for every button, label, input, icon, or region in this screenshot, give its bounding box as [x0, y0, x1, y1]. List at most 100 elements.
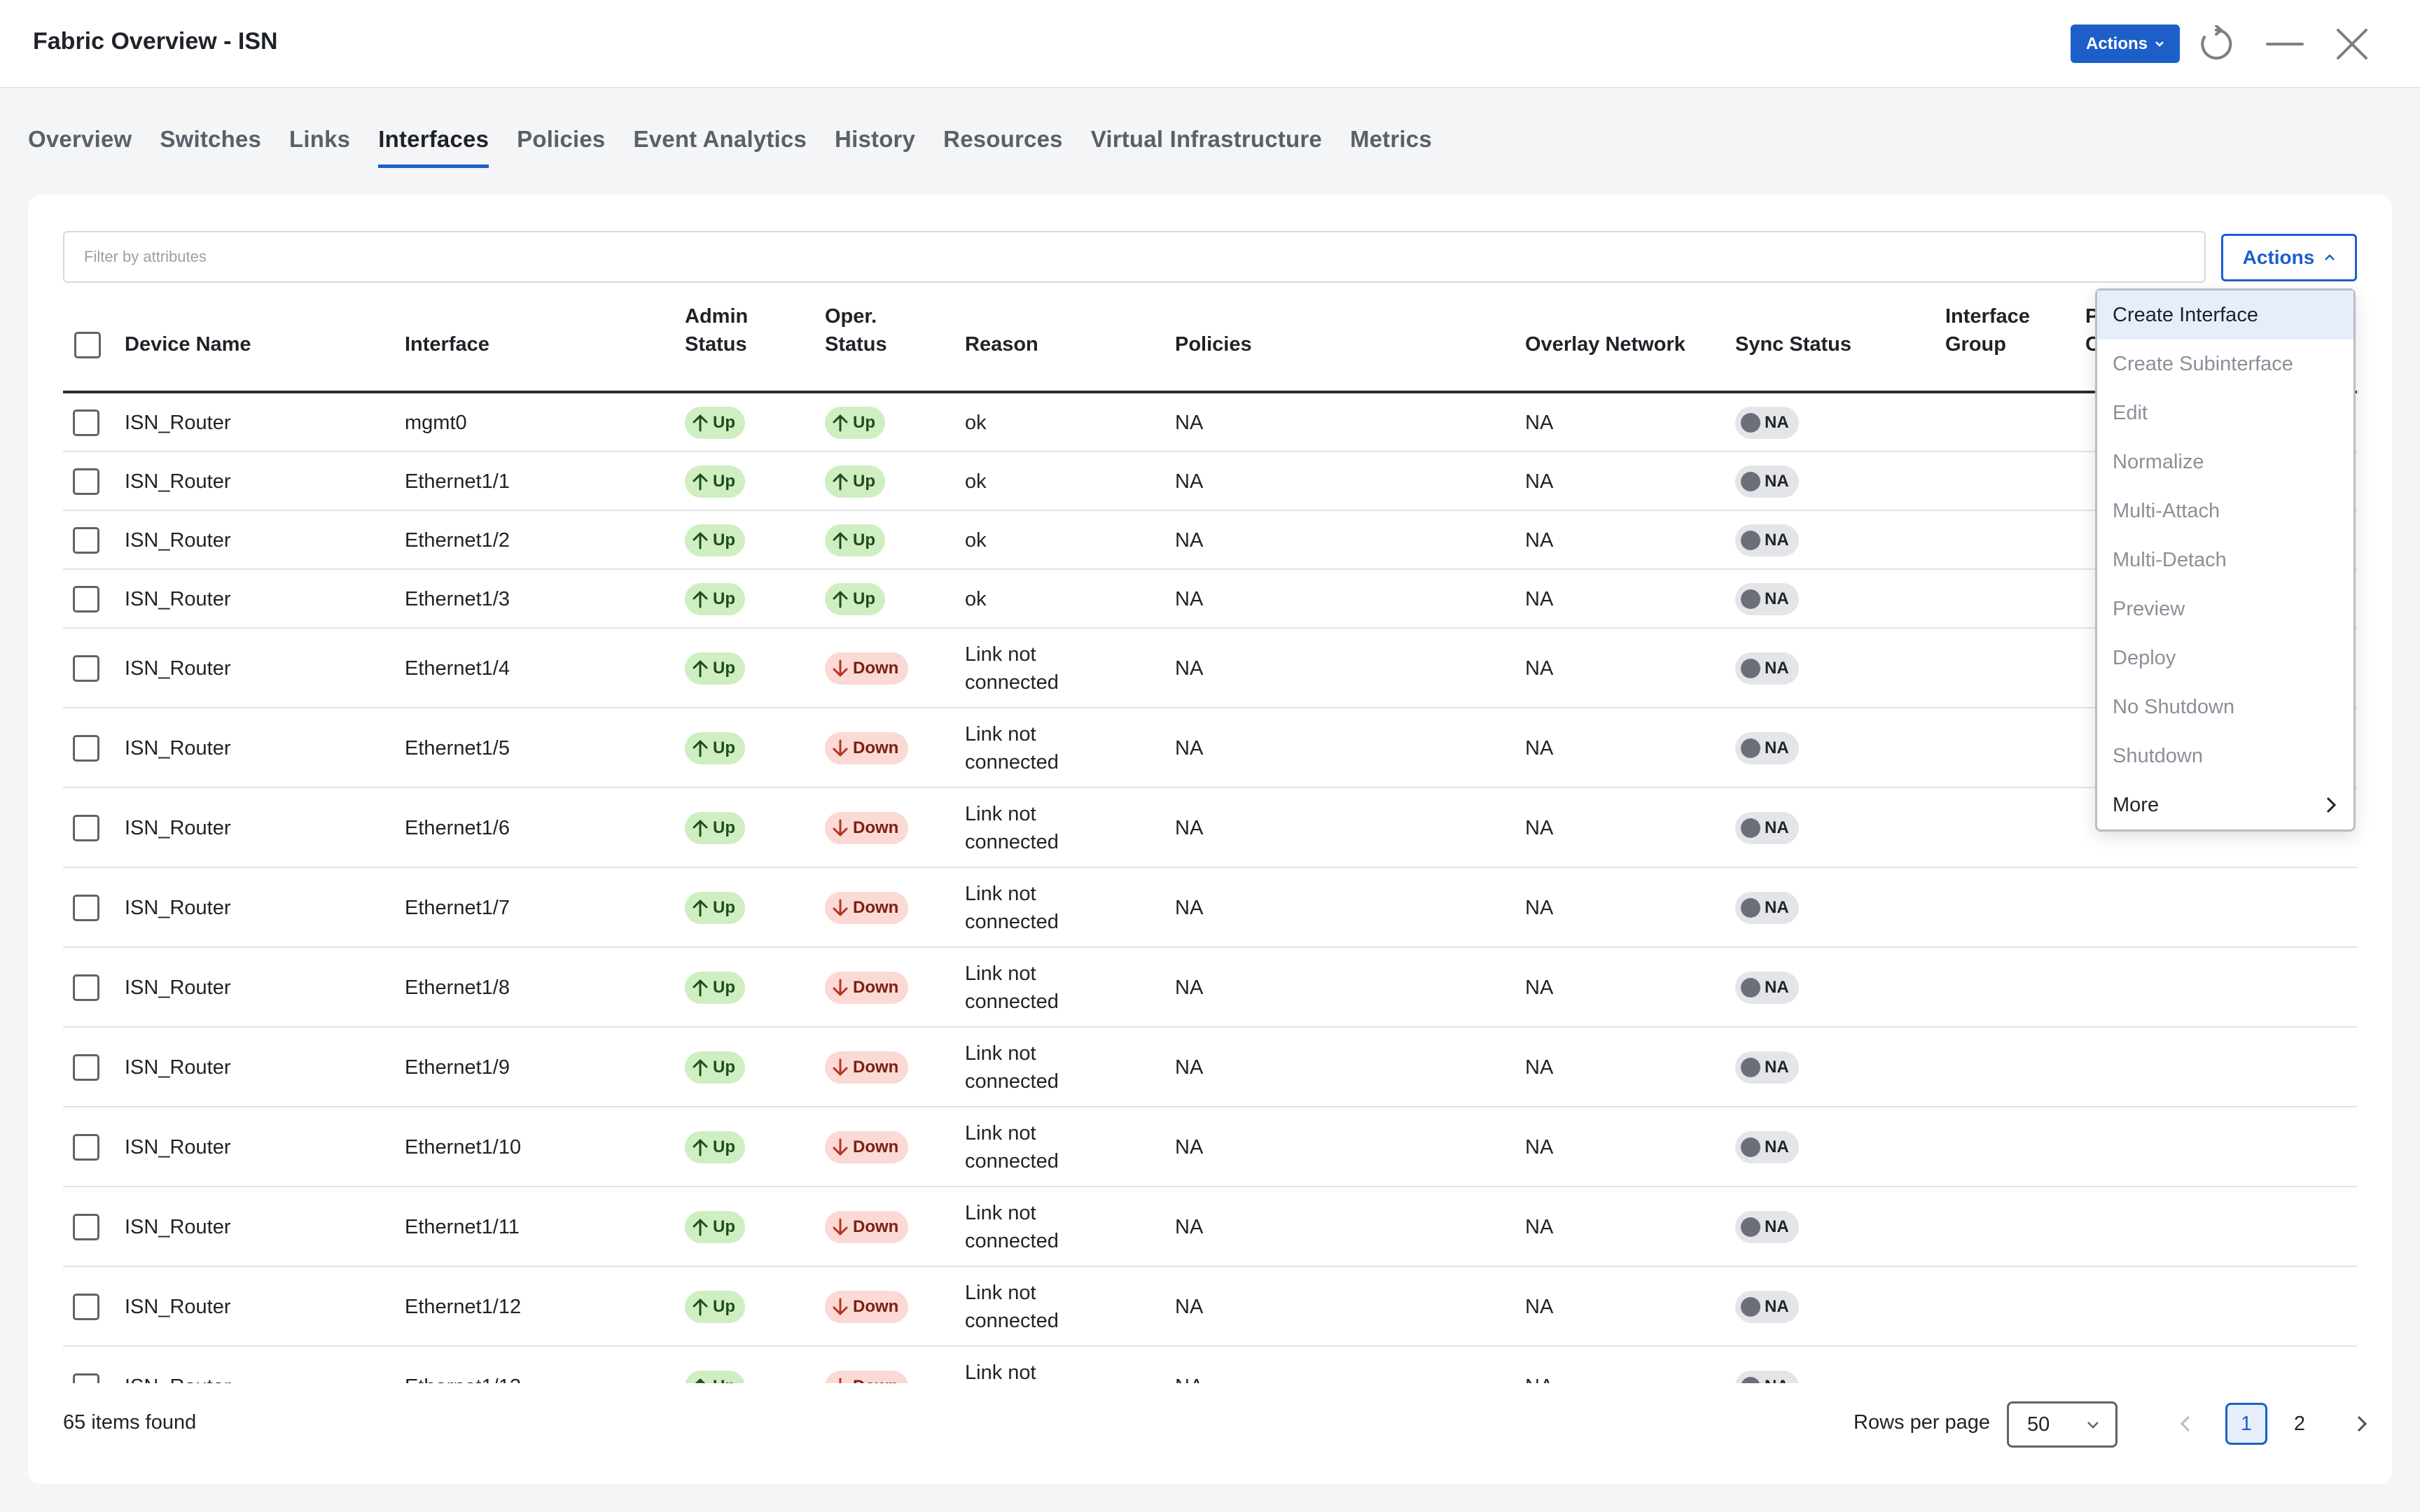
- pagination-next-button[interactable]: [2340, 1403, 2382, 1445]
- cell-reason-line1: Link not: [965, 962, 1036, 985]
- tab-switches[interactable]: Switches: [160, 126, 262, 152]
- cell-interface[interactable]: Ethernet1/11: [405, 1216, 520, 1238]
- menu-item-more[interactable]: More: [2097, 780, 2353, 830]
- rows-per-page-select[interactable]: 50: [2007, 1401, 2118, 1448]
- header-sync-status[interactable]: Sync Status: [1735, 333, 1851, 356]
- filter-input[interactable]: [64, 232, 2204, 281]
- minimize-icon[interactable]: [2262, 21, 2308, 67]
- header-admin-status[interactable]: Admin Status: [685, 302, 748, 358]
- table-row[interactable]: ISN_Router Ethernet1/1 Up Up ok NA NA NA: [63, 452, 2357, 511]
- table-row[interactable]: ISN_Router Ethernet1/2 Up Up ok NA NA NA: [63, 511, 2357, 570]
- cell-interface[interactable]: mgmt0: [405, 412, 467, 434]
- menu-item-shutdown[interactable]: Shutdown: [2097, 732, 2353, 780]
- cell-reason-line2: connected: [965, 911, 1059, 933]
- header-policies[interactable]: Policies: [1175, 333, 1252, 356]
- cell-interface[interactable]: Ethernet1/12: [405, 1296, 522, 1318]
- oper-status-text: Up: [853, 589, 875, 608]
- table-row[interactable]: ISN_Router Ethernet1/3 Up Up ok NA NA NA: [63, 570, 2357, 629]
- row-checkbox[interactable]: [73, 586, 99, 612]
- cell-interface[interactable]: Ethernet1/6: [405, 817, 510, 839]
- menu-item-multi-detach[interactable]: Multi-Detach: [2097, 536, 2353, 584]
- admin-status-text: Up: [713, 738, 735, 757]
- row-checkbox[interactable]: [73, 735, 99, 762]
- actions-dropdown-button[interactable]: Actions: [2221, 234, 2357, 281]
- cell-reason: Link not connected: [965, 640, 1059, 696]
- pagination-page-2[interactable]: 2: [2293, 1412, 2306, 1435]
- cell-interface[interactable]: Ethernet1/1: [405, 470, 510, 493]
- row-checkbox[interactable]: [73, 527, 99, 554]
- table-row[interactable]: ISN_Router Ethernet1/7 Up Down Link not conne…: [63, 868, 2357, 948]
- cell-policies: NA: [1175, 1136, 1204, 1158]
- pagination-prev-button[interactable]: [2165, 1403, 2207, 1445]
- sync-status-badge: NA: [1735, 465, 1799, 498]
- pagination-page-1[interactable]: 1: [2225, 1403, 2267, 1445]
- cell-interface[interactable]: Ethernet1/7: [405, 897, 510, 919]
- table-row[interactable]: ISN_Router Ethernet1/12 Up Down Link not conn…: [63, 1267, 2357, 1347]
- table-row[interactable]: ISN_Router Ethernet1/8 Up Down Link not conne…: [63, 948, 2357, 1028]
- row-checkbox[interactable]: [73, 410, 99, 436]
- status-dot-icon: [1741, 818, 1760, 838]
- row-checkbox[interactable]: [73, 1054, 99, 1081]
- header-oper-status[interactable]: Oper. Status: [825, 302, 887, 358]
- row-checkbox[interactable]: [73, 655, 99, 682]
- cell-interface[interactable]: Ethernet1/4: [405, 657, 510, 680]
- menu-item-multi-attach[interactable]: Multi-Attach: [2097, 486, 2353, 536]
- arrow-up-icon: [692, 1298, 709, 1316]
- table-row[interactable]: ISN_Router Ethernet1/10 Up Down Link not conn…: [63, 1107, 2357, 1187]
- table-row[interactable]: ISN_Router Ethernet1/13 Up Down Link notconn…: [63, 1347, 2357, 1383]
- table-row[interactable]: ISN_Router mgmt0 Up Up ok NA NA NA: [63, 393, 2357, 452]
- header-overlay-network[interactable]: Overlay Network: [1525, 333, 1685, 356]
- row-checkbox[interactable]: [73, 468, 99, 495]
- menu-item-create-subinterface[interactable]: Create Subinterface: [2097, 340, 2353, 388]
- tab-links[interactable]: Links: [289, 126, 351, 152]
- cell-interface[interactable]: Ethernet1/8: [405, 976, 510, 999]
- tab-overview[interactable]: Overview: [28, 126, 132, 152]
- menu-item-preview[interactable]: Preview: [2097, 584, 2353, 634]
- close-icon[interactable]: [2329, 21, 2375, 67]
- menu-item-create-interface[interactable]: Create Interface: [2097, 290, 2353, 340]
- menu-item-edit[interactable]: Edit: [2097, 388, 2353, 438]
- cell-interface[interactable]: Ethernet1/5: [405, 737, 510, 760]
- cell-interface[interactable]: Ethernet1/3: [405, 588, 510, 610]
- table-row[interactable]: ISN_Router Ethernet1/11 Up Down Link not conn…: [63, 1187, 2357, 1267]
- cell-interface[interactable]: Ethernet1/10: [405, 1136, 522, 1158]
- menu-item-label: Shutdown: [2113, 744, 2203, 767]
- row-checkbox[interactable]: [73, 1294, 99, 1320]
- sync-status-text: NA: [1765, 978, 1789, 997]
- tab-virtual-infrastructure[interactable]: Virtual Infrastructure: [1090, 126, 1322, 152]
- header-interface-group[interactable]: Interface Group: [1945, 302, 2030, 358]
- cell-reason: Link not connected: [965, 960, 1059, 1016]
- table-row[interactable]: ISN_Router Ethernet1/5 Up Down Link not conne…: [63, 708, 2357, 788]
- row-checkbox[interactable]: [73, 895, 99, 921]
- tab-history[interactable]: History: [835, 126, 916, 152]
- header-interface-group-line1: Interface: [1945, 305, 2030, 328]
- tab-metrics[interactable]: Metrics: [1349, 126, 1432, 152]
- menu-item-normalize[interactable]: Normalize: [2097, 438, 2353, 486]
- tab-interfaces[interactable]: Interfaces: [378, 126, 489, 168]
- tab-resources[interactable]: Resources: [943, 126, 1063, 152]
- tab-event-analytics[interactable]: Event Analytics: [633, 126, 807, 152]
- cell-interface[interactable]: Ethernet1/2: [405, 529, 510, 552]
- cell-reason-line2: connected: [965, 751, 1059, 774]
- cell-interface[interactable]: Ethernet1/13: [405, 1373, 521, 1383]
- row-checkbox[interactable]: [73, 974, 99, 1001]
- cell-interface[interactable]: Ethernet1/9: [405, 1056, 510, 1079]
- row-checkbox[interactable]: [73, 1214, 99, 1240]
- table-row[interactable]: ISN_Router Ethernet1/9 Up Down Link not conne…: [63, 1028, 2357, 1107]
- arrow-down-icon: [832, 819, 849, 837]
- menu-item-deploy[interactable]: Deploy: [2097, 634, 2353, 682]
- row-checkbox[interactable]: [73, 1373, 99, 1383]
- row-checkbox[interactable]: [73, 815, 99, 841]
- table-row[interactable]: ISN_Router Ethernet1/6 Up Down Link not conne…: [63, 788, 2357, 868]
- top-actions-button[interactable]: Actions: [2071, 24, 2180, 63]
- table-row[interactable]: ISN_Router Ethernet1/4 Up Down Link not conne…: [63, 629, 2357, 708]
- actions-menu: Create Interface Create Subinterface Edit N…: [2095, 288, 2356, 832]
- header-reason[interactable]: Reason: [965, 333, 1038, 356]
- header-device-name[interactable]: Device Name: [125, 333, 251, 356]
- tab-policies[interactable]: Policies: [517, 126, 606, 152]
- row-checkbox[interactable]: [73, 1134, 99, 1161]
- refresh-icon[interactable]: [2193, 21, 2239, 67]
- header-interface[interactable]: Interface: [405, 333, 489, 356]
- select-all-checkbox[interactable]: [74, 332, 101, 358]
- menu-item-no-shutdown[interactable]: No Shutdown: [2097, 682, 2353, 732]
